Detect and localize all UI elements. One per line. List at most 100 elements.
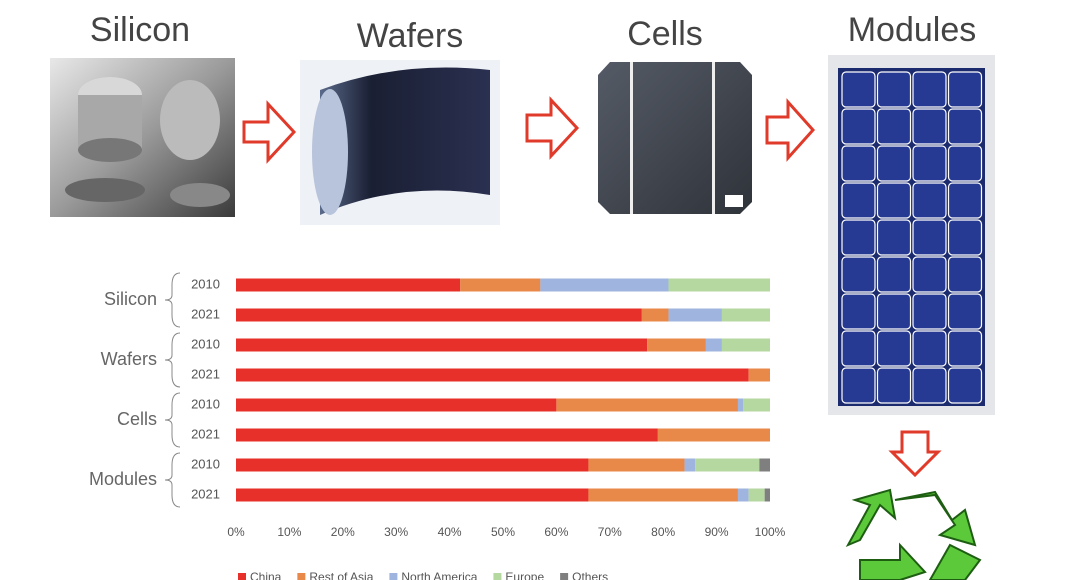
module-cell — [876, 108, 912, 145]
bar-segment — [748, 488, 765, 502]
x-tick-label: 60% — [544, 525, 568, 539]
module-cell — [841, 256, 876, 293]
module-cell — [912, 108, 947, 145]
module-cell — [912, 145, 947, 182]
y-tick-label: 2021 — [191, 366, 220, 381]
bar-segment — [721, 338, 770, 352]
x-tick-label: 70% — [598, 525, 622, 539]
module-cell — [876, 71, 912, 108]
x-tick-label: 50% — [491, 525, 515, 539]
legend-label: North America — [401, 570, 477, 580]
bar-segment — [556, 398, 738, 412]
y-tick-label: 2010 — [191, 456, 220, 471]
module-cell — [947, 219, 983, 256]
bar-segment — [737, 398, 744, 412]
brace — [164, 332, 181, 388]
module-cell — [947, 256, 983, 293]
recycle-icon — [845, 488, 982, 580]
bar-segment — [236, 398, 557, 412]
module-cell — [841, 108, 876, 145]
module-cell — [876, 145, 912, 182]
x-tick-label: 10% — [277, 525, 301, 539]
wafers-image — [300, 60, 500, 225]
group-label: Cells — [117, 409, 157, 429]
module-cell — [876, 182, 912, 219]
module-cell — [841, 182, 876, 219]
y-tick-label: 2010 — [191, 276, 220, 291]
y-tick-label: 2010 — [191, 396, 220, 411]
module-cell — [876, 256, 912, 293]
brace — [164, 392, 181, 448]
module-cell — [912, 71, 947, 108]
module-cell — [947, 330, 983, 367]
bar-segment — [236, 308, 642, 322]
bar-segment — [748, 368, 770, 382]
brace — [164, 452, 181, 508]
arrow — [242, 96, 942, 478]
module-cell — [947, 293, 983, 330]
module-cell — [912, 256, 947, 293]
group-label: Wafers — [101, 349, 157, 369]
x-tick-label: 0% — [227, 525, 245, 539]
legend-swatch — [389, 573, 398, 580]
module-cell — [947, 367, 983, 404]
stage-title: Silicon — [90, 11, 190, 49]
bar-segment — [657, 428, 770, 442]
module-cell — [876, 330, 912, 367]
stage-title: Cells — [627, 15, 703, 53]
bar-segment — [588, 488, 738, 502]
y-tick-label: 2021 — [191, 306, 220, 321]
bar-segment — [737, 488, 749, 502]
bar-segment — [668, 278, 770, 292]
y-tick-label: 2021 — [191, 486, 220, 501]
module-cell — [912, 330, 947, 367]
bar-segment — [684, 458, 696, 472]
bar-segment — [705, 338, 722, 352]
bar-segment — [236, 488, 589, 502]
x-tick-label: 100% — [755, 525, 786, 539]
module-cell — [841, 71, 876, 108]
bar-segment — [236, 278, 461, 292]
x-tick-label: 40% — [438, 525, 462, 539]
bar-segment — [647, 338, 706, 352]
module-cell — [912, 367, 947, 404]
legend-swatch — [238, 573, 246, 580]
bar-segment — [721, 308, 770, 322]
bar-segment — [236, 368, 749, 382]
y-tick-label: 2010 — [191, 336, 220, 351]
module-cell — [912, 293, 947, 330]
bar-segment — [588, 458, 685, 472]
x-tick-label: 90% — [705, 525, 729, 539]
bar-segment — [695, 458, 760, 472]
x-tick-label: 20% — [331, 525, 355, 539]
legend-swatch — [560, 573, 569, 580]
module-cell — [947, 71, 983, 108]
silicon-image — [50, 58, 235, 217]
module-cell — [841, 293, 876, 330]
bar-segment — [759, 458, 770, 472]
legend-swatch — [297, 573, 306, 580]
bar-segment — [236, 458, 589, 472]
bar-segment — [540, 278, 669, 292]
stage-title: Modules — [848, 11, 977, 49]
bar-segment — [236, 428, 658, 442]
bar-segment — [743, 398, 770, 412]
bar-segment — [764, 488, 770, 502]
legend-label: Others — [572, 570, 608, 580]
legend-label: Europe — [505, 570, 544, 580]
module-cell — [947, 108, 983, 145]
bar-segment — [460, 278, 541, 292]
group-label: Modules — [89, 469, 157, 489]
y-tick-label: 2021 — [191, 426, 220, 441]
module-cell — [841, 219, 876, 256]
bar-segment — [668, 308, 722, 322]
module-cell — [841, 367, 876, 404]
module-cell — [912, 219, 947, 256]
bar-segment — [641, 308, 669, 322]
module-cell — [841, 145, 876, 182]
cell-image — [598, 62, 752, 214]
module-cell — [841, 330, 876, 367]
x-tick-label: 30% — [384, 525, 408, 539]
group-label: Silicon — [104, 289, 157, 309]
